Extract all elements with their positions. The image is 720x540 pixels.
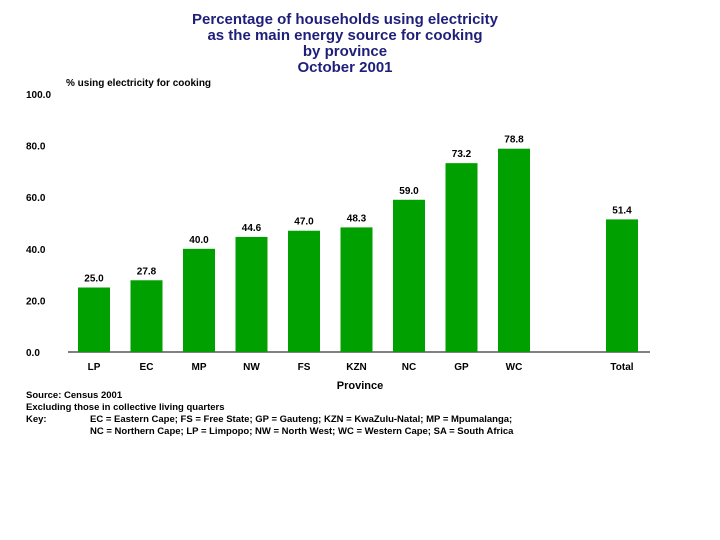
x-tick-label: NW [243, 362, 260, 373]
data-label: 78.8 [504, 135, 524, 146]
bar-fs [288, 230, 320, 352]
data-label: 48.3 [347, 213, 367, 224]
data-label: 44.6 [242, 223, 262, 234]
x-tick-label: GP [454, 362, 469, 373]
key-row: Key: EC = Eastern Cape; FS = Free State;… [26, 414, 513, 426]
bar-ec [130, 280, 163, 352]
x-tick-label: KZN [346, 362, 367, 373]
chart-title: Percentage of households using electrici… [120, 12, 570, 76]
y-tick-label: 0.0 [26, 348, 40, 359]
chart-title-line-2: as the main energy source for cooking [207, 27, 483, 44]
bar-total [606, 219, 638, 352]
y-tick-label: 60.0 [26, 193, 46, 204]
y-tick-label: 40.0 [26, 245, 46, 256]
bar-nc [393, 199, 425, 352]
chart-notes: Source: Census 2001 Excluding those in c… [26, 390, 513, 438]
data-label: 51.4 [612, 205, 632, 216]
bar-wc [498, 148, 530, 352]
chart-title-line-4: October 2001 [297, 59, 393, 76]
x-tick-label: WC [506, 362, 523, 373]
y-axis-label: % using electricity for cooking [66, 78, 212, 89]
data-label: 47.0 [294, 217, 314, 228]
data-label: 25.0 [84, 274, 104, 285]
x-tick-label: NC [402, 362, 416, 373]
y-tick-label: 80.0 [26, 142, 46, 153]
x-tick-label: MP [192, 362, 207, 373]
chart-title-line-1: Percentage of households using electrici… [192, 11, 498, 28]
x-tick-label: FS [298, 362, 311, 373]
bar-nw [235, 236, 268, 352]
exclusion-note: Excluding those in collective living qua… [26, 402, 225, 413]
bar-kzn [340, 227, 373, 352]
key-line-2: NC = Northern Cape; LP = Limpopo; NW = N… [90, 426, 514, 437]
chart-title-line-3: by province [302, 43, 388, 60]
x-tick-label: LP [88, 362, 101, 373]
data-label: 27.8 [137, 266, 157, 277]
bar-chart: 0.0 20.0 40.0 60.0 80.0 100.0 25.0 LP 27.8 EC 40.0… [26, 90, 650, 373]
y-tick-label: 100.0 [26, 90, 51, 101]
y-tick-label: 20.0 [26, 296, 46, 307]
bar-gp [445, 163, 478, 352]
source-note: Source: Census 2001 [26, 390, 123, 401]
key-label: Key: [26, 414, 47, 425]
data-label: 73.2 [452, 149, 472, 160]
data-label: 59.0 [399, 186, 419, 197]
key-line-1: EC = Eastern Cape; FS = Free State; GP =… [90, 414, 513, 425]
bar-lp [78, 287, 110, 352]
x-axis-label: Province [336, 380, 384, 392]
x-tick-label: Total [610, 362, 633, 373]
data-label: 40.0 [189, 235, 209, 246]
bar-mp [183, 248, 215, 352]
x-tick-label: EC [140, 362, 154, 373]
